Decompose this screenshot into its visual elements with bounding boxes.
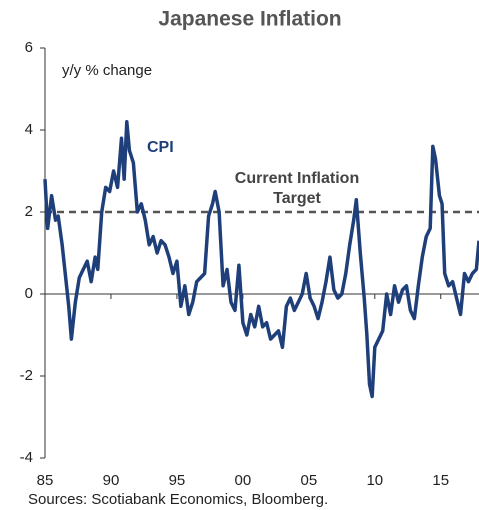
series-label: CPI (147, 139, 174, 156)
x-tick-label: 90 (103, 472, 120, 489)
y-tick-label: 2 (25, 203, 33, 220)
cpi-line (43, 120, 479, 399)
y-axis-label: y/y % change (62, 62, 152, 79)
source-note: Sources: Scotiabank Economics, Bloomberg… (28, 491, 328, 508)
x-tick-label: 15 (432, 472, 449, 489)
chart-title: Japanese Inflation (158, 8, 341, 31)
x-tick-label: 95 (169, 472, 186, 489)
y-tick-label: 0 (25, 285, 33, 302)
y-tick-label: 4 (25, 121, 33, 138)
target-label: Current Inflation (235, 170, 359, 187)
x-tick-label: 10 (366, 472, 383, 489)
x-tick-label: 05 (300, 472, 317, 489)
x-tick-label: 85 (37, 472, 54, 489)
y-tick-label: -4 (20, 449, 33, 466)
y-tick-label: 6 (25, 39, 33, 56)
x-tick-label: 00 (235, 472, 252, 489)
target-label: Target (273, 190, 321, 207)
y-tick-label: -2 (20, 367, 33, 384)
